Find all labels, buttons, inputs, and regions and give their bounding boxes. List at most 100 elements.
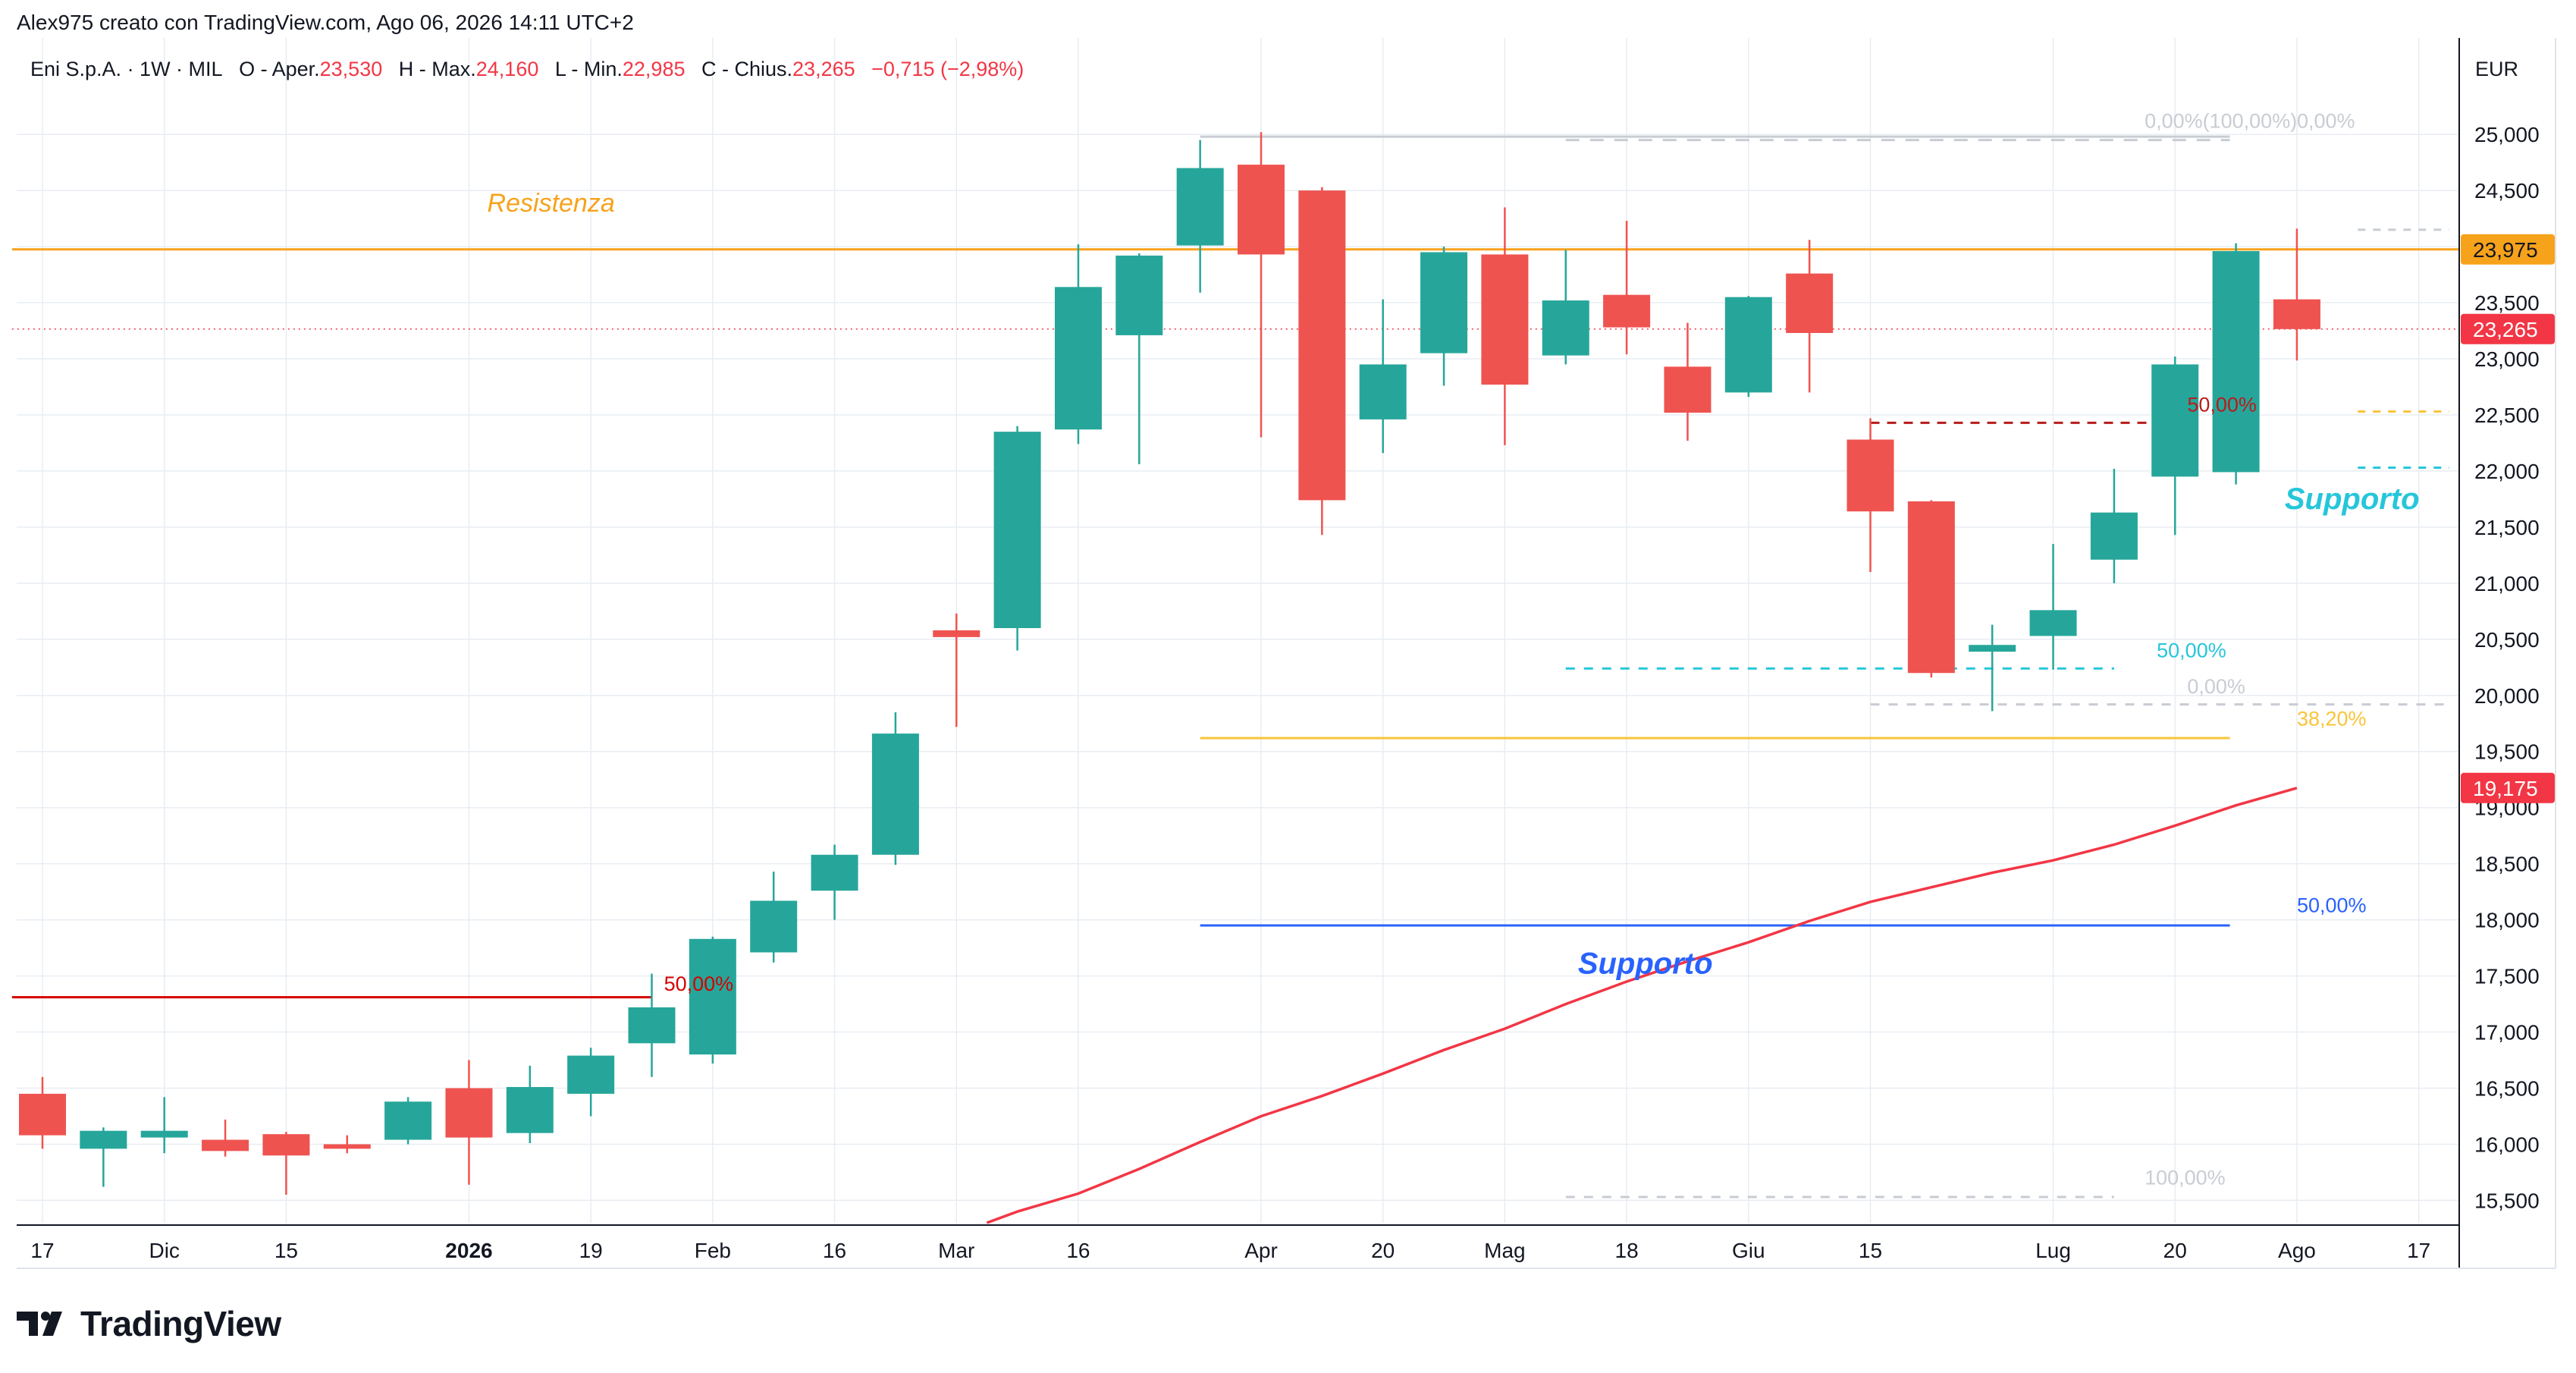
high-value: 24,160 [475, 58, 539, 80]
candle-body [689, 938, 736, 1055]
x-tick-label: 2026 [445, 1239, 492, 1262]
y-tick-label: 22,500 [2474, 404, 2540, 427]
tradingview-logo[interactable]: TradingView [17, 1303, 281, 1344]
y-tick-label: 16,500 [2474, 1076, 2540, 1100]
candle-body [1481, 254, 1529, 385]
candle-body [1115, 255, 1163, 335]
y-tick-label: 24,500 [2474, 179, 2540, 203]
y-tick-label: 20,500 [2474, 628, 2540, 652]
x-tick-label: 16 [1066, 1239, 1090, 1262]
candle-body [323, 1144, 371, 1149]
fib-label-50-red: 50,00% [2187, 394, 2257, 416]
close-value: 23,265 [792, 58, 855, 80]
candle-body [567, 1055, 615, 1094]
low-value: 22,985 [622, 58, 686, 80]
candle-body [1542, 300, 1589, 356]
candle-body [1420, 252, 1468, 353]
resistance-price-tag-bg [2461, 234, 2555, 265]
candle-body [80, 1130, 127, 1149]
x-tick-label: 18 [1615, 1239, 1639, 1262]
last-price-tag-bg [2461, 313, 2555, 344]
candle-body [1846, 439, 1894, 512]
candle-body [2029, 610, 2077, 636]
annotations: Resistenza Supporto Supporto 0,00%(100,00%)… [488, 109, 2420, 1189]
fib-label-38: 38,20% [2297, 708, 2367, 730]
x-tick-label: Mar [938, 1239, 974, 1262]
x-tick-label: Apr [1244, 1239, 1278, 1262]
x-tick-label: Dic [149, 1239, 179, 1262]
x-tick-label: 16 [823, 1239, 846, 1262]
supporto-blue-label: Supporto [1578, 947, 1713, 981]
x-tick-label: 15 [275, 1239, 298, 1262]
candle-body [262, 1134, 310, 1156]
low-label: L - Min. [554, 58, 623, 80]
fib-label-50-left: 50,00% [664, 972, 734, 995]
y-tick-label: 23,000 [2474, 347, 2540, 371]
moving-average [986, 787, 2298, 1224]
y-tick-label: 19,500 [2474, 740, 2540, 764]
resistance-label: Resistenza [488, 189, 615, 218]
ma-price-tag-bg [2461, 772, 2555, 803]
x-tick-label: 20 [1371, 1239, 1395, 1262]
candle-body [750, 900, 798, 953]
candle-body [2151, 364, 2199, 477]
y-tick-label: 23,500 [2474, 291, 2540, 315]
fib-label-50-blue: 50,00% [2297, 894, 2367, 916]
close-label: C - Chius. [701, 58, 793, 80]
price-tags: 23,975 23,265 19,175 [2461, 234, 2555, 803]
last-price-tag-text: 23,265 [2473, 318, 2538, 341]
y-tick-label: 25,000 [2474, 123, 2540, 146]
candle-body [1664, 366, 1712, 413]
open-value: 23,530 [319, 58, 383, 80]
open-label: O - Aper. [239, 58, 320, 80]
y-tick-label: 20,000 [2474, 684, 2540, 708]
x-tick-label: 19 [579, 1239, 603, 1262]
candle-body [1298, 190, 1346, 501]
x-tick-label: 17 [2407, 1239, 2430, 1262]
candle-body [1907, 501, 1955, 674]
candle-body [1786, 273, 1834, 333]
candle-body [140, 1130, 188, 1138]
y-tick-label: 17,500 [2474, 965, 2540, 988]
candle-body [1238, 165, 1285, 255]
y-tick-label: 16,000 [2474, 1133, 2540, 1156]
candle-body [1724, 297, 1772, 393]
candle-body [1969, 645, 2016, 652]
candle-body [871, 734, 919, 855]
x-tick-label: 17 [30, 1239, 54, 1262]
x-tick-label: Giu [1732, 1239, 1765, 1262]
y-tick-label: 22,000 [2474, 460, 2540, 483]
x-tick-label: Mag [1484, 1239, 1525, 1262]
tradingview-logo-text: TradingView [80, 1304, 281, 1343]
y-tick-label: 15,500 [2474, 1189, 2540, 1212]
candle-body [202, 1139, 249, 1151]
x-tick-label: Ago [2278, 1239, 2316, 1262]
moving-average-line [986, 787, 2298, 1224]
supporto-cyan-label: Supporto [2285, 482, 2420, 516]
candle-body [19, 1093, 66, 1136]
y-tick-label: 21,000 [2474, 572, 2540, 595]
currency-label[interactable]: EUR [2475, 58, 2519, 80]
fib-label-0-mid: 0,00% [2187, 675, 2245, 698]
candle-body [1359, 364, 1407, 419]
attribution-text: Alex975 creato con TradingView.com, Ago … [17, 11, 634, 34]
candle-body [1603, 294, 1651, 328]
fib-label-0-100-top: 0,00%(100,00%) [2145, 109, 2297, 132]
tradingview-logo-icon [17, 1312, 62, 1336]
candle-body [2090, 512, 2138, 560]
y-tick-label: 17,000 [2474, 1021, 2540, 1045]
candle-body [384, 1101, 432, 1140]
high-label: H - Max. [398, 58, 476, 80]
horizontal-levels [11, 135, 2459, 1199]
candle-body [445, 1088, 493, 1138]
candle-body [933, 630, 981, 637]
x-tick-label: 20 [2163, 1239, 2187, 1262]
fib-label-0-top-right: 0,00% [2297, 109, 2355, 132]
change-value: −0,715 (−2,98%) [871, 58, 1024, 80]
candles [19, 132, 2320, 1195]
y-tick-label: 18,500 [2474, 853, 2540, 876]
x-tick-label: Feb [695, 1239, 731, 1262]
y-tick-label: 18,000 [2474, 909, 2540, 932]
symbol-label[interactable]: Eni S.p.A. · 1W · MIL [30, 58, 223, 80]
